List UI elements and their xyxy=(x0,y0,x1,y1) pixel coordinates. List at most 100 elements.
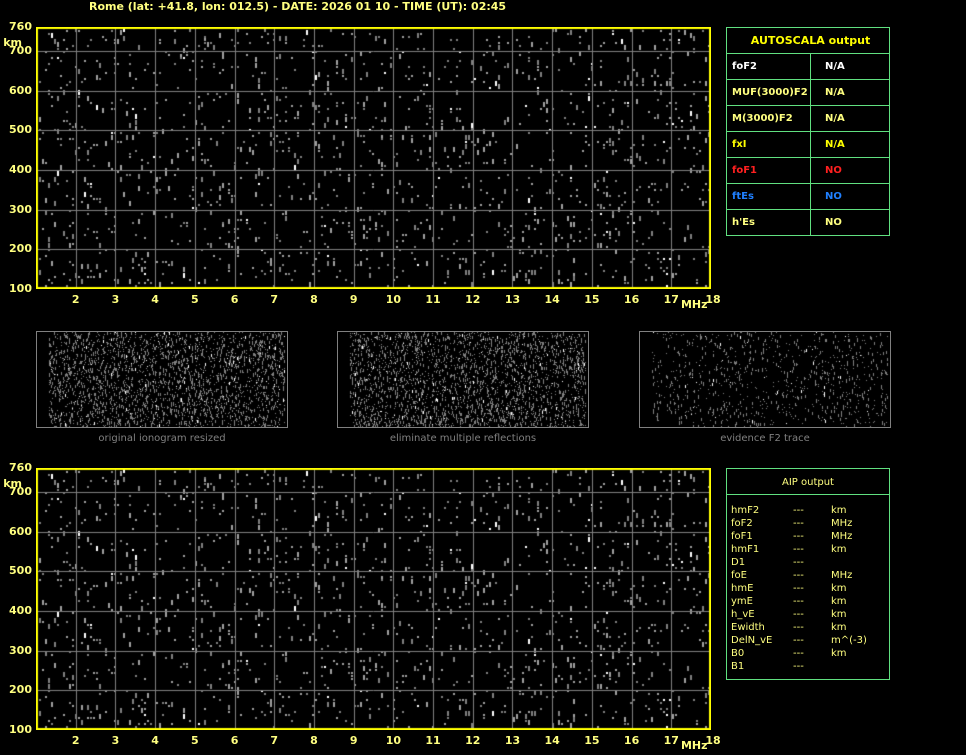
aip-unit: km xyxy=(831,622,847,633)
y-tick-label: 700 xyxy=(9,43,32,57)
thumbnail-3 xyxy=(639,331,891,428)
x-tick-label: 15 xyxy=(584,293,600,306)
x-tick-label: 8 xyxy=(310,293,318,306)
aip-param: hmF2 xyxy=(731,505,760,516)
x-tick-label: 4 xyxy=(151,293,159,306)
aip-value: --- xyxy=(793,531,804,542)
aip-param: B1 xyxy=(731,661,745,672)
aip-value: --- xyxy=(793,518,804,529)
aip-row: hmE --- km xyxy=(727,582,889,595)
x-tick-label: 15 xyxy=(584,734,600,747)
aip-value: --- xyxy=(793,583,804,594)
aip-unit: m^(-3) xyxy=(831,635,867,646)
autoscala-param: M(3000)F2 xyxy=(726,105,811,132)
aip-title: AIP output xyxy=(727,469,889,495)
y-tick-label: 100 xyxy=(9,723,32,736)
y-tick-label: 760 xyxy=(9,461,32,474)
aip-output-panel: AIP output hmF2 --- km foF2 --- MHz foF1 --- MHz… xyxy=(726,468,890,680)
autoscala-row: foF1 NO xyxy=(726,157,890,184)
y-tick-label: 300 xyxy=(9,202,32,216)
x-tick-label: 3 xyxy=(111,734,120,747)
aip-row: B0 --- km xyxy=(727,647,889,660)
aip-unit: km xyxy=(831,609,847,620)
aip-param: B0 xyxy=(731,648,745,659)
autoscala-row: h'Es NO xyxy=(726,209,890,236)
aip-param: hmF1 xyxy=(731,544,760,555)
x-tick-label: 7 xyxy=(270,734,279,747)
autoscala-param: fxI xyxy=(726,131,811,158)
autoscala-value: N/A xyxy=(810,53,890,80)
aip-param: DelN_vE xyxy=(731,635,773,646)
y-tick-label: 700 xyxy=(9,484,32,498)
aip-unit: km xyxy=(831,544,847,555)
aip-value: --- xyxy=(793,544,804,555)
y-tick-label: 500 xyxy=(9,564,32,578)
y-tick-label: 100 xyxy=(9,282,32,295)
x-tick-label: 3 xyxy=(111,293,120,306)
aip-value: --- xyxy=(793,596,804,607)
aip-value: --- xyxy=(793,622,804,633)
y-tick-label: 300 xyxy=(9,643,32,657)
aip-row: foF2 --- MHz xyxy=(727,517,889,530)
aip-value: --- xyxy=(793,609,804,620)
x-tick-label: 12 xyxy=(465,293,481,306)
y-tick-label: 400 xyxy=(9,162,32,176)
autoscala-param: ftEs xyxy=(726,183,811,210)
x-tick-label: 14 xyxy=(544,293,560,306)
x-tick-label: 9 xyxy=(349,293,358,306)
x-tick-label: 16 xyxy=(623,734,640,747)
aip-row: B1 --- xyxy=(727,660,889,673)
aip-value: --- xyxy=(793,635,804,646)
autoscala-row: MUF(3000)F2 N/A xyxy=(726,79,890,106)
x-tick-label: 14 xyxy=(544,734,560,747)
aip-param: foE xyxy=(731,570,747,581)
aip-param: hmE xyxy=(731,583,754,594)
aip-value: --- xyxy=(793,661,804,672)
autoscala-value: N/A xyxy=(810,105,890,132)
autoscala-param: MUF(3000)F2 xyxy=(726,79,811,106)
autoscala-row: ftEs NO xyxy=(726,183,890,210)
x-tick-label: 2 xyxy=(71,293,80,306)
aip-param: h_vE xyxy=(731,609,755,620)
thumbnail-1 xyxy=(36,331,288,428)
x-tick-label: 13 xyxy=(504,734,521,747)
x-tick-label: 13 xyxy=(504,293,521,306)
autoscala-row: M(3000)F2 N/A xyxy=(726,105,890,132)
x-tick-label: 8 xyxy=(310,734,318,747)
aip-row: DelN_vE --- m^(-3) xyxy=(727,634,889,647)
thumbnail-caption: evidence F2 trace xyxy=(720,433,810,444)
y-tick-label: 600 xyxy=(9,83,32,97)
autoscala-param: h'Es xyxy=(726,209,811,236)
y-tick-label: 760 xyxy=(9,20,32,33)
aip-row: Ewidth --- km xyxy=(727,621,889,634)
ionogram-canvas xyxy=(36,468,711,730)
x-tick-label: 6 xyxy=(230,734,239,747)
aip-unit: km xyxy=(831,596,847,607)
aip-value: --- xyxy=(793,570,804,581)
y-tick-label: 200 xyxy=(9,683,32,697)
x-tick-label: 17 xyxy=(663,293,679,306)
autoscala-row: foF2 N/A xyxy=(726,53,890,80)
aip-param: foF2 xyxy=(731,518,753,529)
aip-unit: MHz xyxy=(831,518,853,529)
aip-param: ymE xyxy=(731,596,753,607)
x-tick-label: 6 xyxy=(230,293,239,306)
aip-row: h_vE --- km xyxy=(727,608,889,621)
autoscala-param: foF2 xyxy=(726,53,811,80)
x-tick-label: 16 xyxy=(623,293,640,306)
x-unit-label: MHz xyxy=(680,298,708,311)
ionogram-canvas xyxy=(36,27,711,289)
x-tick-label: 10 xyxy=(385,734,401,747)
x-tick-label: 10 xyxy=(385,293,401,306)
x-tick-label: 2 xyxy=(71,734,80,747)
aip-unit: km xyxy=(831,648,847,659)
autoscala-title: AUTOSCALA output xyxy=(726,27,890,54)
aip-row: hmF1 --- km xyxy=(727,543,889,556)
autoscala-value: NO xyxy=(810,157,890,184)
aip-unit: km xyxy=(831,505,847,516)
autoscala-value: N/A xyxy=(810,79,890,106)
aip-unit: MHz xyxy=(831,570,853,581)
x-tick-label: 17 xyxy=(663,734,679,747)
autoscala-param: foF1 xyxy=(726,157,811,184)
x-tick-label: 18 xyxy=(705,293,721,306)
